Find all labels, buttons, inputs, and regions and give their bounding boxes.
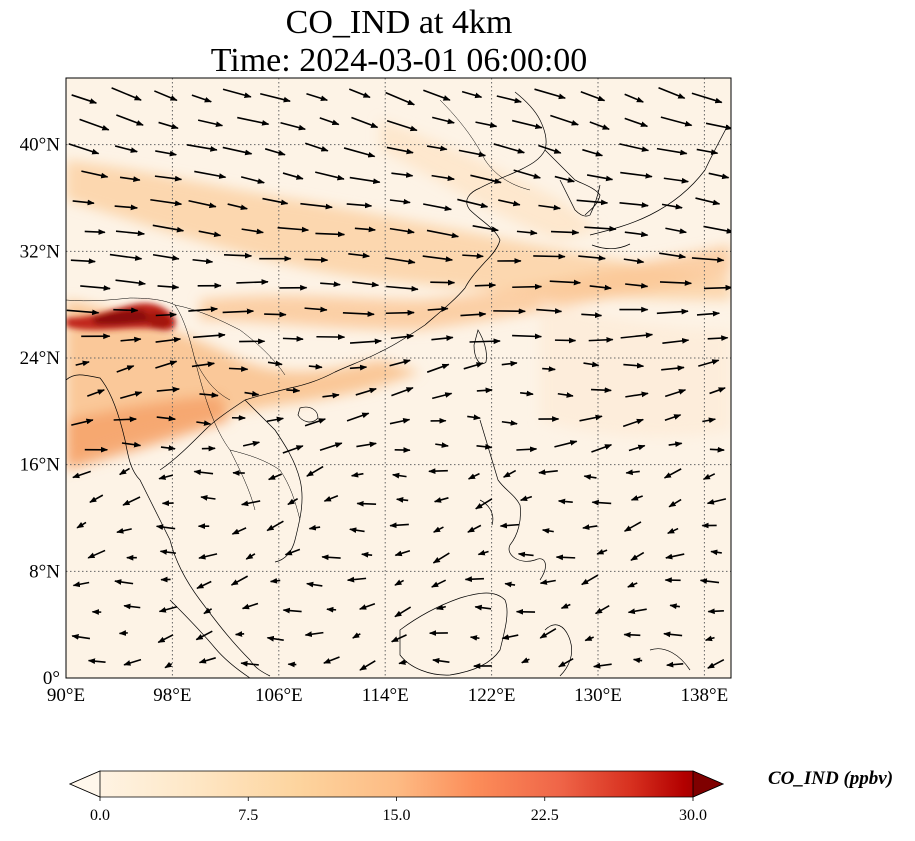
colorbar-label: CO_IND (ppbv) [768,768,893,790]
colorbar-tick-label: 15.0 [383,807,411,824]
lat-tick-label: 32°N [20,241,61,262]
colorbar-tick-label: 30.0 [679,807,707,824]
lon-tick-label: 122°E [468,685,516,706]
lon-tick-label: 98°E [153,685,191,706]
wind-arrow [114,419,137,420]
wind-arrow [542,369,555,370]
lat-tick-labels: 0° 8°N 16°N 24°N 32°N 40°N [20,135,61,689]
wind-arrow [271,580,281,581]
wind-arrow [315,233,344,234]
wind-arrow [533,256,565,257]
wind-arrow [429,471,448,472]
lat-tick-label: 0° [43,668,60,689]
lon-tick-label: 130°E [574,685,622,706]
wind-arrow [327,609,336,610]
colorbar-tick-label: 22.5 [531,807,559,824]
wind-arrow [362,554,372,555]
wind-arrow [556,557,575,558]
wind-arrow [229,368,248,369]
wind-arrow [710,449,724,450]
colorbar-bar [70,771,723,797]
wind-arrow [475,285,496,286]
wind-arrow [516,449,536,450]
wind-arrow [704,287,732,288]
colorbar-tick-label: 7.5 [238,807,258,824]
wind-arrow [512,336,541,337]
wind-arrow [708,611,724,612]
wind-arrow [120,633,128,634]
lat-tick-label: 24°N [20,348,61,369]
wind-arrow [113,310,137,311]
lon-tick-label: 106°E [255,685,303,706]
wind-arrow [224,255,251,256]
wind-arrow [286,390,299,391]
colorbar-ticks: 0.0 7.5 15.0 22.5 30.0 [90,797,707,824]
wind-arrow [357,503,376,504]
colorbar-extend-max [693,771,723,797]
wind-arrow [465,579,484,580]
colorbar: 0.0 7.5 15.0 22.5 30.0 [70,771,723,824]
wind-arrow [283,338,303,339]
wind-arrow [386,313,414,314]
lon-tick-label: 114°E [362,685,409,706]
wind-arrow [589,340,613,341]
colorbar-tick-label: 0.0 [90,807,110,824]
wind-arrow [156,314,176,315]
wind-arrow [624,635,640,636]
wind-arrow [85,231,105,232]
wind-arrow [591,390,611,391]
lat-tick-label: 8°N [29,561,60,582]
wind-arrow [470,341,501,342]
co-concentration-field [66,78,731,678]
wind-arrow [708,338,728,339]
wind-arrow [264,314,286,315]
wind-arrow [477,390,492,391]
lat-tick-label: 16°N [20,455,61,476]
colorbar-extend-min [70,771,100,797]
lon-tick-label: 138°E [681,685,729,706]
wind-arrow [304,259,327,260]
wind-arrow [512,287,541,288]
lat-tick-label: 40°N [20,135,61,156]
wind-arrow [236,634,244,635]
